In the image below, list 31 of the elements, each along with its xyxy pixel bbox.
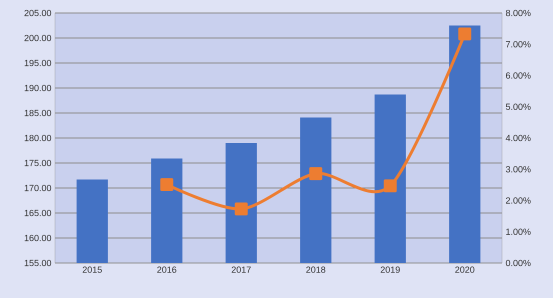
- y-tick-label: 195.00: [24, 60, 52, 66]
- y2-tick-label: 5.00%: [506, 104, 531, 110]
- y-tick-label: 190.00: [24, 84, 52, 92]
- y-tick-label: 205.00: [24, 10, 52, 16]
- x-tick-label: 2019: [380, 266, 400, 273]
- point: [384, 179, 397, 192]
- y-tick-label: 160.00: [24, 234, 52, 242]
- y-tick-label: 170.00: [24, 184, 52, 192]
- y2-tick-label: 2.00%: [506, 197, 531, 204]
- x-tick-label: 2015: [82, 266, 102, 273]
- x-tick-label: 2020: [455, 266, 474, 273]
- y-tick-label: 185.00: [24, 110, 52, 116]
- y2-tick-label: 1.00%: [506, 228, 531, 235]
- point: [309, 167, 322, 180]
- y-tick-label: 165.00: [24, 210, 52, 216]
- x-tick-label: 2016: [157, 266, 176, 273]
- y-tick-label: 180.00: [24, 134, 52, 142]
- y2-tick-label: 3.00%: [506, 166, 531, 172]
- y2-tick-label: 6.00%: [506, 72, 531, 79]
- y-tick-label: 175.00: [24, 160, 52, 166]
- y2-tick-label: 4.00%: [506, 134, 531, 142]
- x-tick-label: 2017: [232, 266, 251, 273]
- y2-tick-label: 0.00%: [506, 260, 531, 266]
- point: [234, 202, 248, 216]
- y-tick-label: 155.00: [24, 260, 52, 266]
- x-tick-label: 2018: [306, 266, 326, 273]
- point: [458, 27, 472, 40]
- y2-tick-label: 8.00%: [506, 10, 531, 16]
- y2-tick-label: 7.00%: [506, 41, 531, 48]
- y-tick-label: 200.00: [24, 34, 52, 42]
- point: [160, 178, 174, 192]
